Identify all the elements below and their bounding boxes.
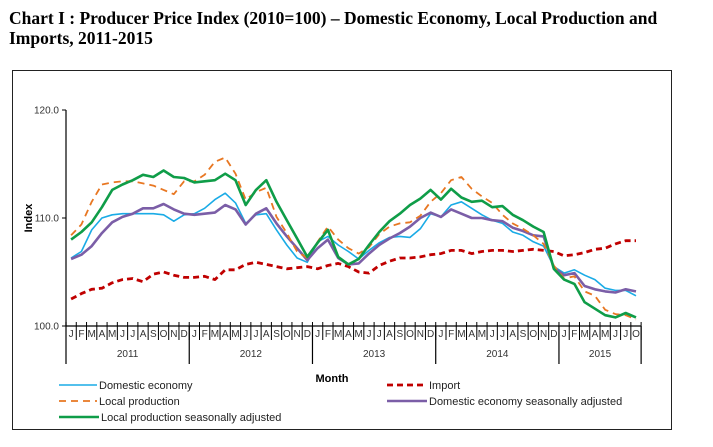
month-label: D: [550, 329, 557, 340]
month-label: D: [427, 329, 434, 340]
month-label: J: [315, 329, 320, 340]
month-label: S: [150, 329, 157, 340]
chart-title: Chart I : Producer Price Index (2010=100…: [9, 8, 658, 48]
legend: Domestic economy Local production Local pr…: [59, 380, 622, 424]
y-tick-label: 100.0: [34, 322, 59, 333]
month-label: J: [562, 329, 567, 340]
x-axis-label: Month: [316, 373, 349, 385]
month-label: A: [99, 329, 106, 340]
month-label: M: [108, 329, 116, 340]
series-line-import: [70, 239, 636, 301]
month-label: J: [613, 329, 618, 340]
month-label: F: [78, 329, 84, 340]
month-label: O: [160, 329, 168, 340]
legend-label: Domestic economy seasonally adjusted: [429, 396, 622, 408]
month-label: F: [448, 329, 454, 340]
month-label: A: [222, 329, 229, 340]
month-label: D: [180, 329, 187, 340]
series-line-local-production: [70, 156, 637, 321]
legend-item-local-production: Local production: [59, 396, 180, 408]
month-label: M: [355, 329, 363, 340]
year-label: 2014: [486, 349, 509, 360]
legend-label: Local production: [99, 396, 180, 408]
year-label: 2015: [589, 349, 612, 360]
y-tick-label: 110.0: [35, 214, 60, 225]
month-label: N: [293, 329, 300, 340]
month-label: M: [231, 329, 239, 340]
month-label: A: [263, 329, 270, 340]
month-label: J: [623, 329, 628, 340]
month-label: O: [632, 329, 640, 340]
series-line-local-production-seasonally-adjusted: [70, 169, 637, 319]
legend-item-import: Import: [387, 380, 460, 392]
month-label: J: [243, 329, 248, 340]
series-line-domestic-economy-seasonally-adjusted: [70, 202, 637, 294]
month-label: A: [509, 329, 516, 340]
month-label: J: [192, 329, 197, 340]
y-tick-label: 120.0: [34, 106, 59, 117]
month-label: M: [457, 329, 465, 340]
month-label: O: [406, 329, 414, 340]
month-label: J: [130, 329, 135, 340]
month-label: M: [334, 329, 342, 340]
month-label: M: [601, 329, 609, 340]
month-label: A: [468, 329, 475, 340]
month-label: J: [253, 329, 258, 340]
legend-label: Domestic economy: [99, 380, 193, 392]
series-layer: [70, 156, 637, 321]
month-label: J: [438, 329, 443, 340]
month-label: A: [345, 329, 352, 340]
month-label: A: [386, 329, 393, 340]
month-label: J: [366, 329, 371, 340]
month-label: M: [211, 329, 219, 340]
legend-item-local-production-seasonally-adjusted: Local production seasonally adjusted: [59, 412, 281, 424]
chart-frame: [12, 70, 672, 430]
month-label: J: [69, 329, 74, 340]
month-label: J: [490, 329, 495, 340]
month-label: A: [140, 329, 147, 340]
y-axis-label: Index: [23, 203, 35, 233]
month-label: O: [529, 329, 537, 340]
month-label: J: [120, 329, 125, 340]
month-label: N: [417, 329, 424, 340]
month-label: M: [88, 329, 96, 340]
year-label: 2011: [117, 349, 139, 360]
month-label: M: [580, 329, 588, 340]
legend-label: Import: [429, 380, 460, 392]
legend-item-domestic-economy-seasonally-adjusted: Domestic economy seasonally adjusted: [387, 396, 622, 408]
month-label: F: [202, 329, 208, 340]
legend-label: Local production seasonally adjusted: [101, 412, 281, 424]
month-label: S: [273, 329, 280, 340]
year-label: 2012: [240, 349, 263, 360]
month-label: J: [377, 329, 382, 340]
legend-item-domestic-economy: Domestic economy: [59, 380, 193, 392]
year-label: 2013: [363, 349, 386, 360]
month-label: S: [520, 329, 527, 340]
month-label: N: [540, 329, 547, 340]
series-line-domestic-economy: [70, 192, 637, 297]
month-label: N: [170, 329, 177, 340]
month-label: S: [396, 329, 403, 340]
month-label: D: [304, 329, 311, 340]
month-label: J: [500, 329, 505, 340]
month-label: M: [478, 329, 486, 340]
month-label: F: [571, 329, 577, 340]
month-label: F: [325, 329, 331, 340]
month-label: O: [283, 329, 291, 340]
month-label: A: [592, 329, 599, 340]
